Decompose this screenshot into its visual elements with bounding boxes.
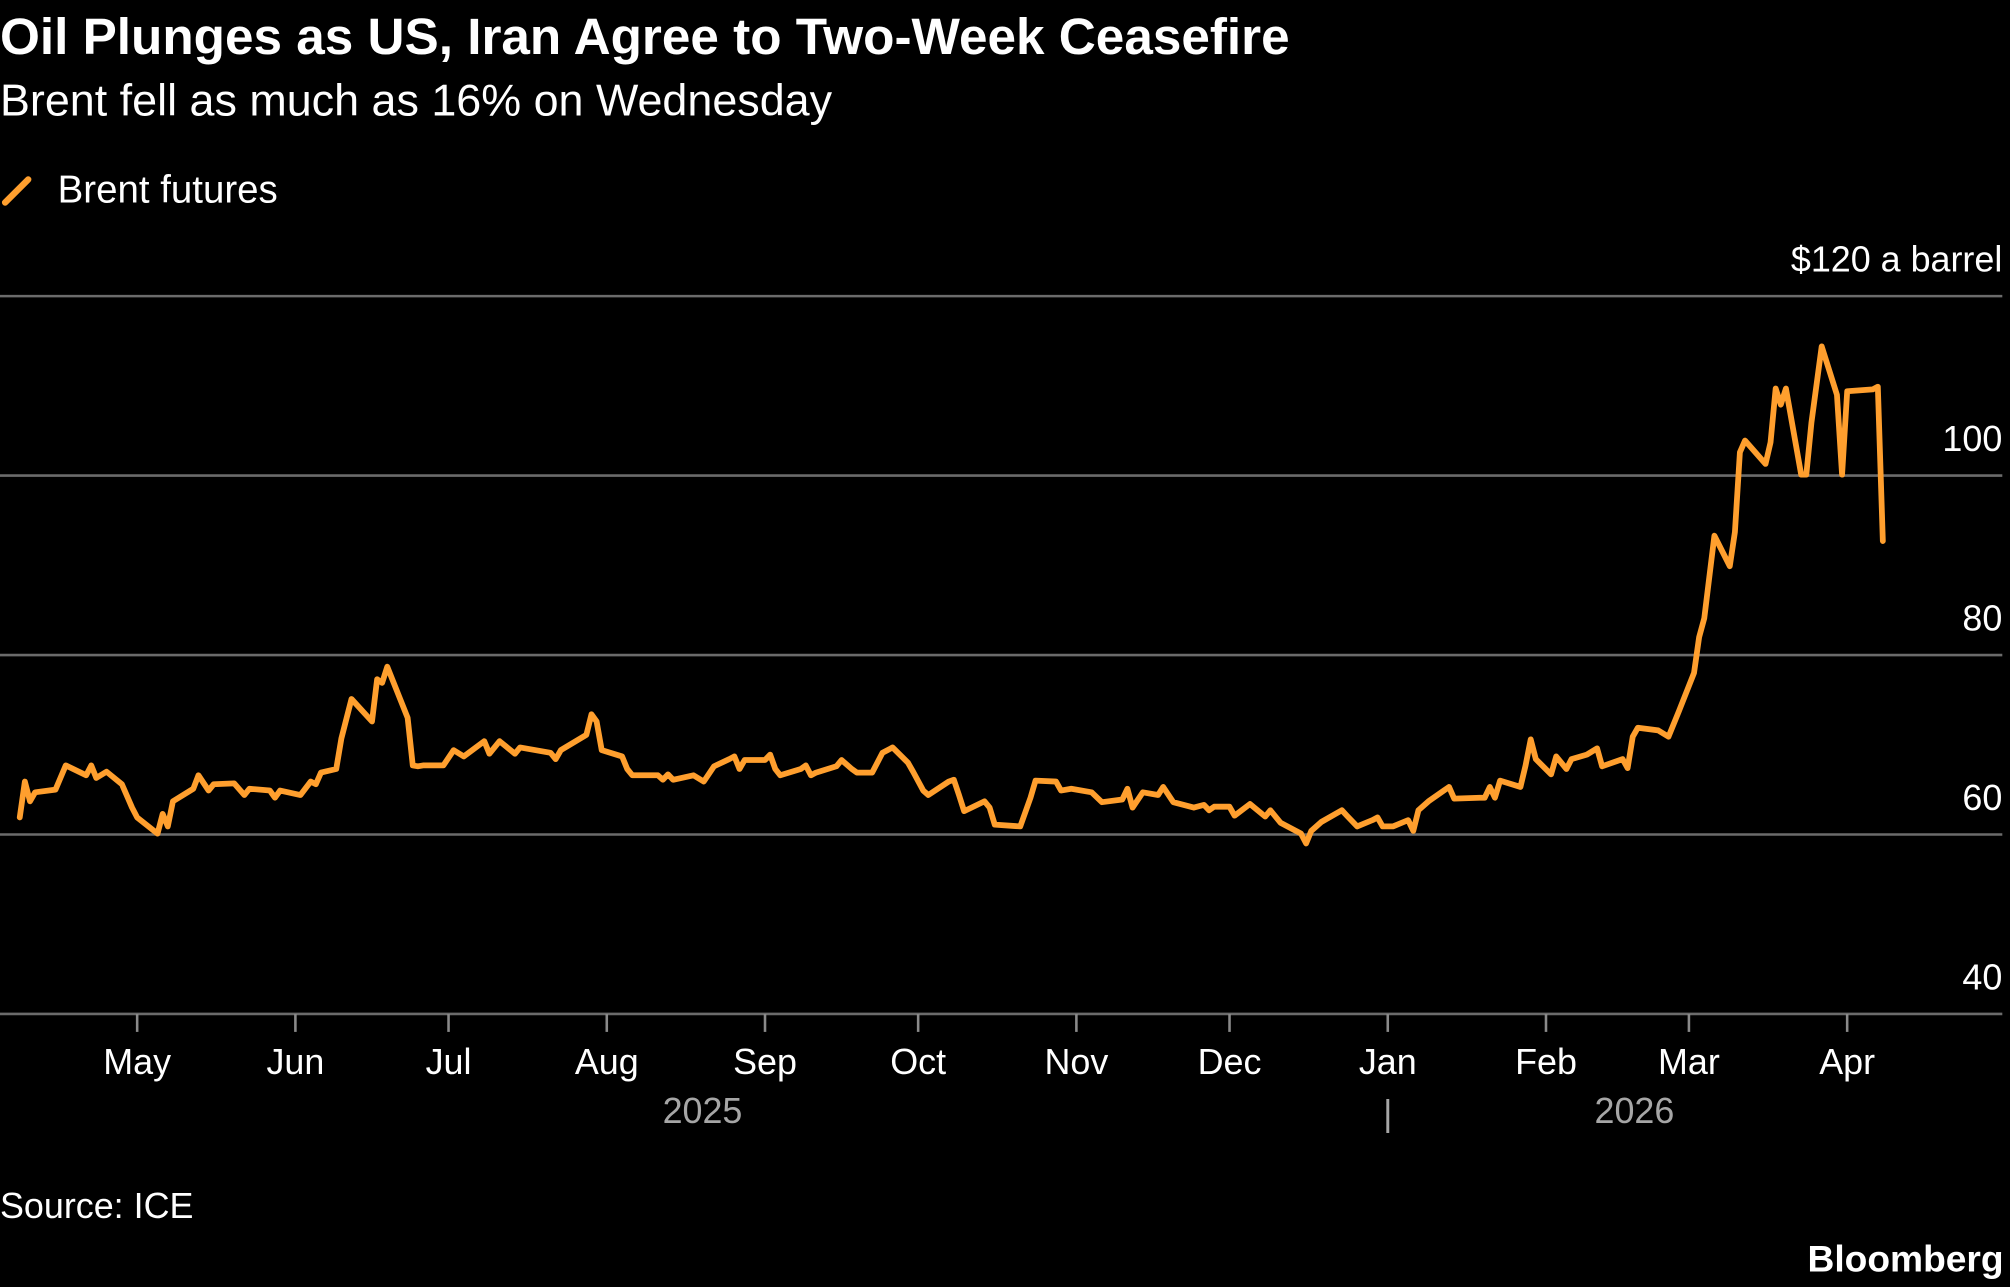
y-tick-label: $120 a barrel (1791, 240, 2002, 280)
y-tick-label: 80 (1962, 599, 2002, 639)
x-tick-label: Mar (1658, 1042, 1720, 1082)
x-axis: May Jun Jul Aug Sep Oct Nov Dec Jan Feb Mar Apr 2025… (103, 1013, 1875, 1133)
y-axis-labels: $120 a barrel 100 80 60 40 (1791, 240, 2002, 998)
series-line-brent (16, 343, 1886, 847)
x-tick-label: Dec (1198, 1042, 1262, 1082)
x-tick-label: Feb (1515, 1042, 1577, 1082)
y-tick-label: 60 (1962, 778, 2002, 818)
x-tick-label: May (103, 1042, 171, 1082)
y-tick-label: 100 (1942, 419, 2002, 459)
bloomberg-logo: Bloomberg (1807, 1238, 2003, 1280)
year-separator: | (1383, 1093, 1392, 1133)
legend: Brent futures (1, 169, 278, 212)
x-tick-label: Apr (1819, 1042, 1875, 1082)
y-tick-label: 40 (1962, 958, 2002, 998)
legend-swatch-brent (1, 176, 32, 206)
series-brent (16, 343, 1886, 847)
x-tick-label: Jan (1359, 1042, 1417, 1082)
year-label: 2026 (1595, 1091, 1675, 1131)
gridlines (0, 294, 2003, 1016)
year-label: 2025 (663, 1091, 743, 1131)
x-tick-label: Oct (890, 1042, 946, 1082)
legend-label-brent: Brent futures (58, 169, 278, 212)
chart-title: Oil Plunges as US, Iran Agree to Two-Wee… (0, 8, 1290, 65)
x-tick-label: Jun (266, 1042, 324, 1082)
x-tick-label: Nov (1044, 1042, 1108, 1082)
x-tick-label: Jul (426, 1042, 472, 1082)
source-note: Source: ICE (0, 1186, 193, 1226)
chart-subtitle: Brent fell as much as 16% on Wednesday (0, 74, 833, 125)
x-tick-label: Sep (733, 1042, 797, 1082)
x-tick-label: Aug (575, 1042, 639, 1082)
